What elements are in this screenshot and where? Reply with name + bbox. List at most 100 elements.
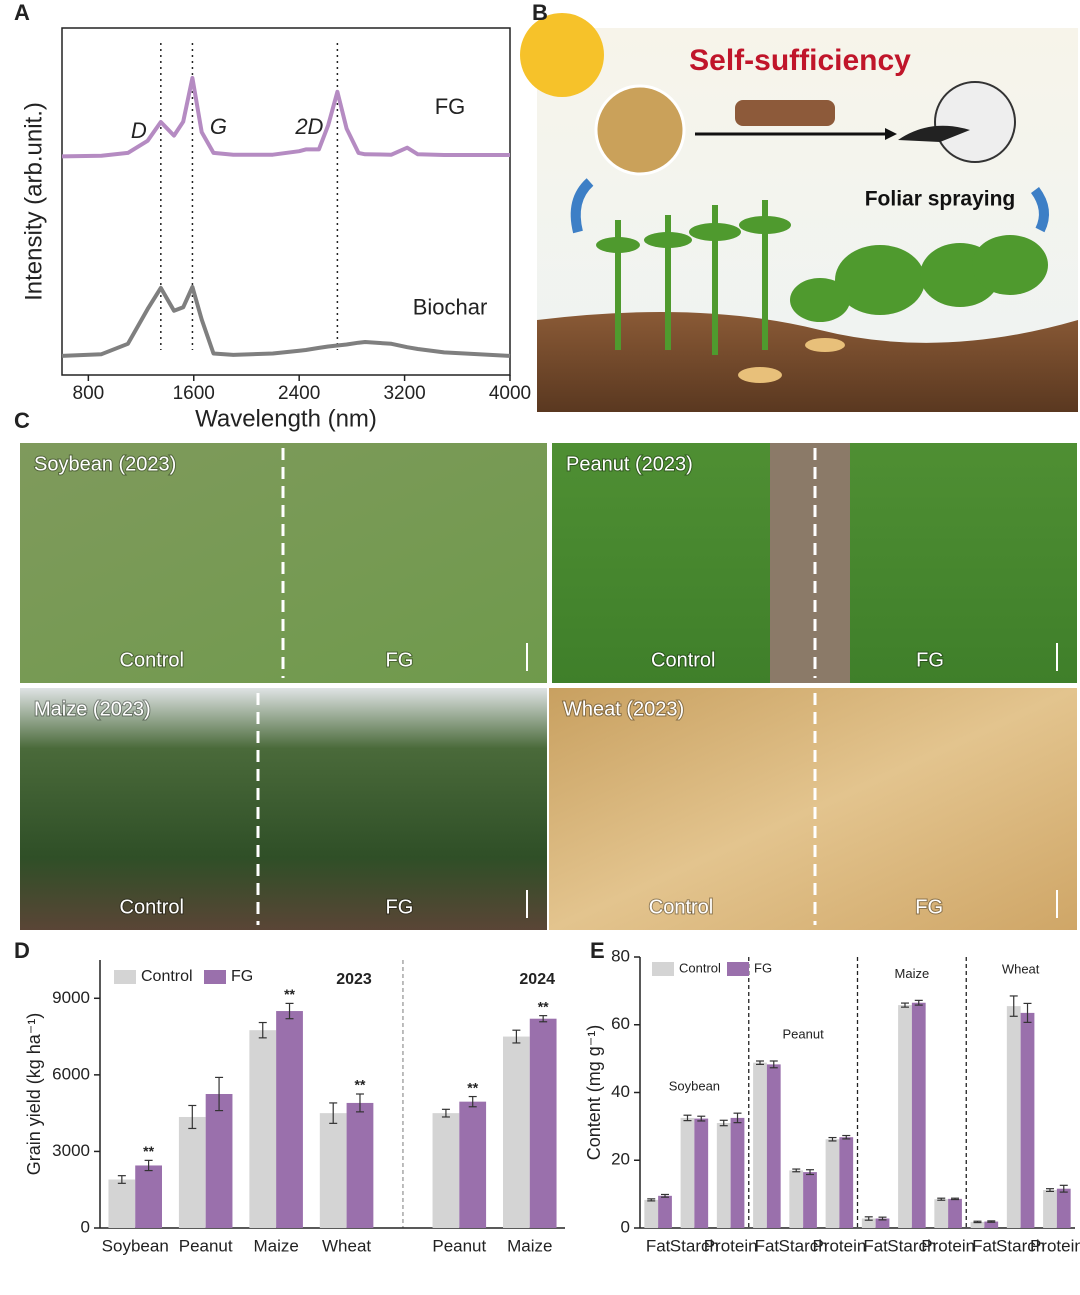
- error-bar: [951, 1197, 960, 1201]
- error-bar: [987, 1220, 996, 1223]
- bar: [680, 1117, 695, 1228]
- y-tick-label: 20: [611, 1150, 630, 1169]
- x-tick-label: Soybean: [102, 1236, 169, 1255]
- soil: [537, 312, 1078, 412]
- bar: [346, 1102, 374, 1228]
- photo-label: FG: [915, 896, 943, 918]
- illustration-title: Self-sufficiency: [689, 44, 911, 77]
- x-tick-label: Protein: [1030, 1236, 1080, 1255]
- error-bar: [215, 1076, 224, 1112]
- bar: [694, 1118, 709, 1228]
- bar: [730, 1117, 745, 1228]
- photo-label: FG: [386, 896, 414, 918]
- group-label: 2023: [336, 971, 372, 988]
- legend-swatch: [652, 962, 674, 976]
- legend-label: Control: [679, 960, 721, 975]
- error-bar: [117, 1175, 126, 1184]
- x-tick-label: 3200: [383, 383, 425, 404]
- x-tick-label: Protein: [812, 1236, 866, 1255]
- straw-bale: [594, 84, 686, 176]
- photo-label: Control: [120, 649, 184, 671]
- error-bar: [719, 1119, 728, 1127]
- error-bar: [188, 1104, 197, 1130]
- error-bar: [661, 1193, 670, 1198]
- error-bar: [973, 1220, 982, 1224]
- bar: [459, 1101, 487, 1228]
- x-tick-label: Fat: [646, 1236, 671, 1255]
- bar: [716, 1122, 731, 1228]
- legend-label: Control: [141, 968, 193, 985]
- x-tick-label: Starch: [779, 1236, 828, 1255]
- bar: [875, 1218, 890, 1228]
- group-label: Soybean: [669, 1079, 720, 1094]
- error-bar: [683, 1114, 692, 1122]
- legend-label: FG: [754, 960, 772, 975]
- x-tick-label: Peanut: [432, 1236, 486, 1255]
- peak-label: D: [131, 118, 147, 143]
- error-bar: [878, 1216, 887, 1221]
- bar: [898, 1005, 912, 1228]
- x-tick-label: Maize: [253, 1236, 298, 1255]
- significance: **: [143, 1143, 154, 1159]
- significance: **: [467, 1079, 478, 1095]
- arrow-head: [885, 128, 897, 140]
- photo-label: Control: [120, 896, 184, 918]
- bar: [135, 1165, 162, 1228]
- bar: [249, 1030, 277, 1228]
- crops: [596, 200, 1048, 355]
- bar: [948, 1198, 962, 1228]
- bar: [789, 1170, 804, 1228]
- bar: [1020, 1012, 1035, 1228]
- illustration: Self-sufficiency Foliar spraying: [520, 13, 1078, 412]
- bar: [970, 1221, 985, 1228]
- x-tick-label: Peanut: [179, 1236, 233, 1255]
- error-bar: [1045, 1188, 1054, 1193]
- error-bar: [441, 1108, 450, 1118]
- error-bar: [468, 1095, 477, 1108]
- bar: [984, 1221, 999, 1228]
- error-bar: [828, 1136, 837, 1142]
- photo-title: Peanut (2023): [566, 453, 693, 475]
- bar: [911, 1002, 926, 1228]
- bar: [1006, 1006, 1021, 1228]
- peanuts: [738, 338, 845, 383]
- x-tick-label: Fat: [863, 1236, 888, 1255]
- peak-label: 2D: [294, 114, 323, 139]
- error-bar: [792, 1168, 801, 1173]
- series-label: Biochar: [413, 295, 488, 320]
- group-label: Maize: [895, 966, 930, 981]
- sun: [520, 13, 604, 97]
- y-tick-label: 3000: [52, 1141, 90, 1160]
- error-bar: [842, 1134, 851, 1140]
- error-bar: [144, 1159, 153, 1172]
- x-tick-label: 800: [73, 383, 105, 404]
- series-label: FG: [435, 94, 466, 119]
- photo-label: FG: [916, 649, 944, 671]
- error-bar: [285, 1002, 294, 1020]
- group-label: Wheat: [1002, 961, 1040, 976]
- bar: [1043, 1190, 1057, 1228]
- error-bar: [647, 1198, 656, 1202]
- y-axis-title: Intensity (arb.unit.): [20, 102, 47, 301]
- x-tick-label: 2400: [278, 383, 320, 404]
- graphene-powder: [898, 125, 970, 142]
- reactor: [735, 100, 835, 126]
- bar: [529, 1018, 557, 1228]
- bar: [658, 1195, 672, 1228]
- panel-label: C: [14, 408, 30, 433]
- significance: **: [538, 998, 549, 1014]
- bar: [205, 1094, 233, 1228]
- bar: [839, 1137, 854, 1228]
- error-bar: [539, 1015, 548, 1023]
- y-tick-label: 0: [81, 1217, 90, 1236]
- photo-title: Soybean (2023): [34, 453, 176, 475]
- y-axis-title: Content (mg g⁻¹): [584, 1025, 604, 1161]
- x-tick-label: 1600: [173, 383, 215, 404]
- x-axis-title: Wavelength (nm): [195, 405, 377, 432]
- legend-swatch: [204, 970, 226, 984]
- bar: [503, 1036, 530, 1228]
- spectrum-line: [61, 284, 511, 358]
- bar: [753, 1062, 767, 1228]
- y-tick-label: 40: [611, 1082, 630, 1101]
- error-bar: [900, 1002, 909, 1008]
